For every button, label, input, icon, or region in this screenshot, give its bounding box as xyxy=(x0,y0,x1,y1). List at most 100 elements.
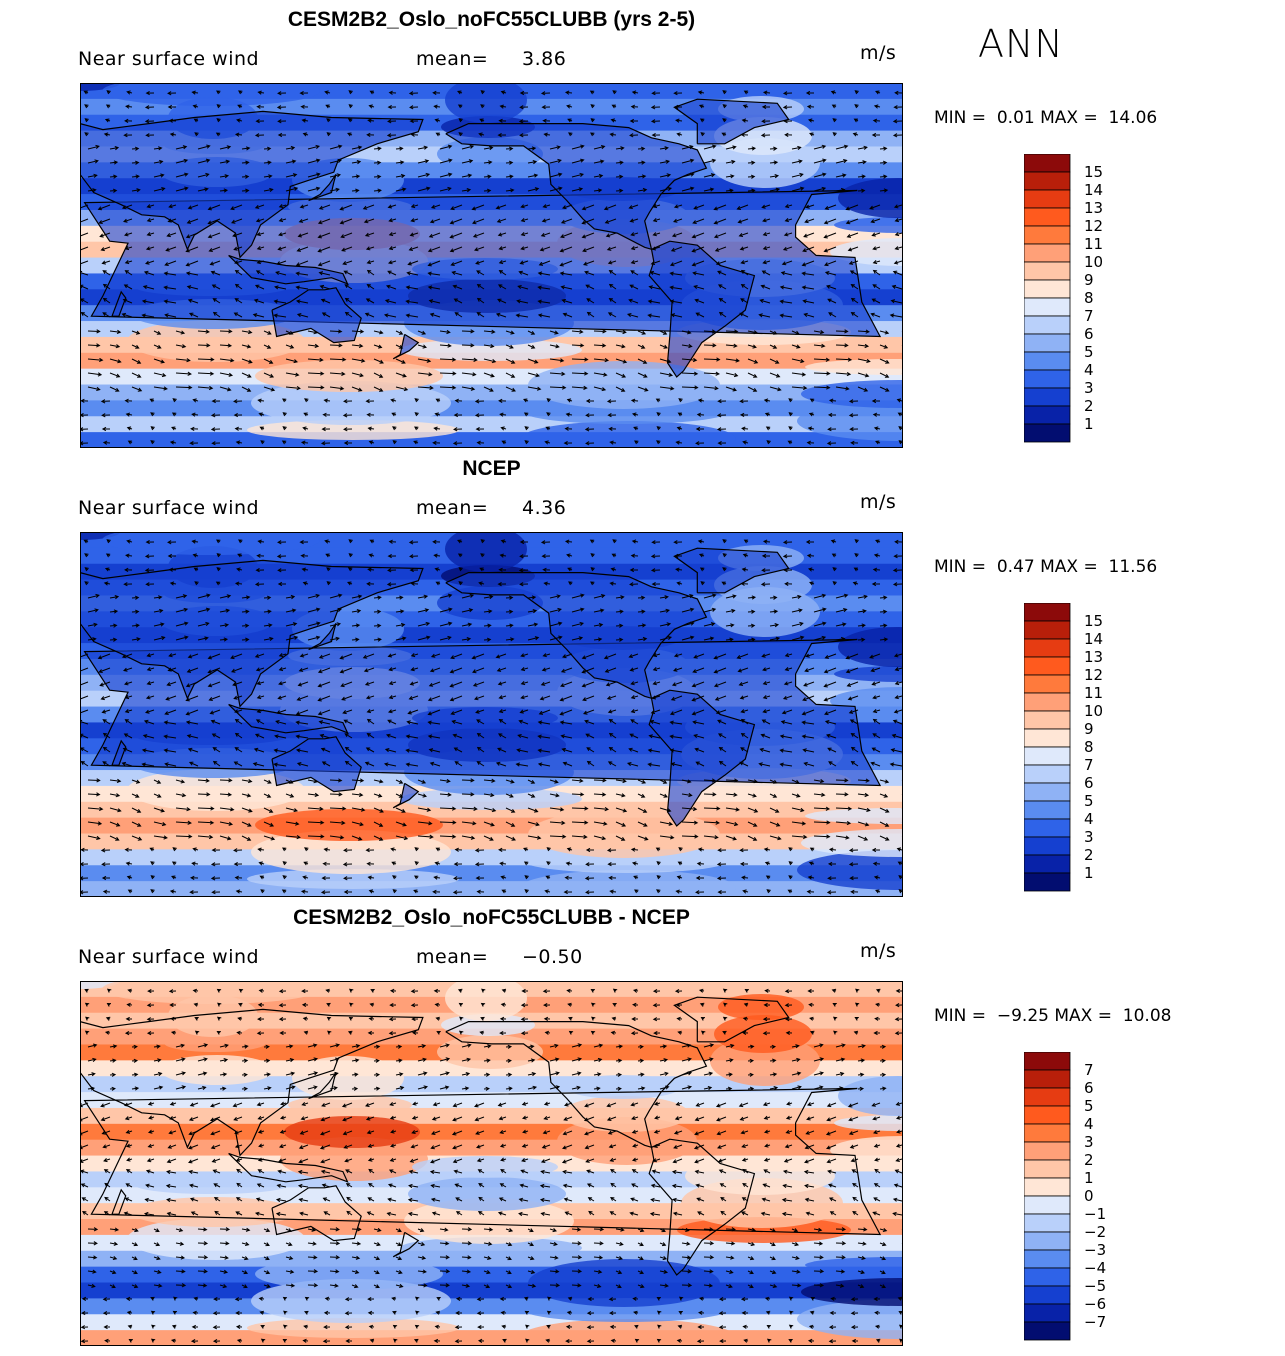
wind-arrow xyxy=(322,1339,331,1344)
wind-arrow xyxy=(806,440,815,445)
wind-arrow xyxy=(809,1016,815,1021)
wind-arrow xyxy=(101,426,110,432)
wind-arrow xyxy=(542,204,551,209)
wind-arrow xyxy=(827,427,837,432)
wind-arrow xyxy=(391,1296,397,1301)
wind-arrow xyxy=(193,1002,199,1007)
field-patch xyxy=(247,869,459,889)
colorbar-swatch xyxy=(1024,692,1071,712)
wind-arrow xyxy=(153,187,166,192)
wind-arrow xyxy=(593,1086,601,1091)
wind-arrow xyxy=(762,1016,771,1022)
wind-arrow xyxy=(499,1030,507,1036)
wind-arrow xyxy=(629,284,639,290)
wind-arrow xyxy=(109,1086,116,1091)
wind-arrow xyxy=(103,1324,110,1330)
wind-arrow xyxy=(187,747,199,753)
wind-arrow xyxy=(571,158,585,164)
wind-arrow xyxy=(675,1002,683,1008)
wind-arrow xyxy=(769,595,778,600)
wind-arrow xyxy=(197,1227,208,1232)
wind-arrow xyxy=(549,1255,559,1260)
wind-arrow xyxy=(175,1283,187,1288)
wind-arrow xyxy=(874,1168,881,1174)
wind-arrow xyxy=(348,1016,354,1021)
wind-arrow xyxy=(326,1016,332,1021)
wind-arrow xyxy=(219,807,235,812)
wind-arrow xyxy=(610,567,617,572)
wind-arrow xyxy=(471,653,485,660)
wind-arrow xyxy=(387,104,397,110)
wind-arrow xyxy=(364,312,375,318)
wind-arrow xyxy=(295,285,309,290)
wind-arrow xyxy=(743,1002,749,1007)
colorbar-swatch xyxy=(1024,1231,1071,1251)
field-patch xyxy=(838,178,903,218)
wind-arrow xyxy=(81,1197,89,1202)
wind-arrow xyxy=(700,581,705,586)
wind-arrow xyxy=(879,1284,887,1289)
wind-arrow xyxy=(769,821,781,827)
wind-arrow xyxy=(453,747,463,753)
wind-arrow xyxy=(106,539,111,544)
wind-arrow xyxy=(219,1283,228,1289)
wind-arrow xyxy=(694,1130,705,1136)
wind-arrow xyxy=(351,1284,359,1289)
wind-arrow xyxy=(564,1102,573,1107)
wind-arrow xyxy=(141,762,155,767)
wind-arrow xyxy=(233,695,243,700)
field-band xyxy=(80,432,903,448)
wind-arrow xyxy=(457,90,463,95)
wind-arrow xyxy=(388,681,397,686)
wind-arrow xyxy=(346,1196,353,1202)
wind-arrow xyxy=(784,581,793,587)
wind-arrow xyxy=(779,285,793,290)
wind-arrow xyxy=(461,1255,472,1260)
colorbar-swatch xyxy=(1024,315,1071,335)
wind-arrow xyxy=(274,734,287,739)
wind-arrow xyxy=(351,821,364,827)
wind-arrow xyxy=(537,313,551,318)
wind-arrow xyxy=(175,385,193,390)
wind-arrow xyxy=(791,1228,799,1233)
wind-arrow xyxy=(629,667,639,672)
wind-arrow xyxy=(341,246,353,252)
wind-arrow xyxy=(744,988,749,993)
wind-arrow xyxy=(547,1296,552,1301)
wind-arrow xyxy=(498,719,507,725)
wind-arrow xyxy=(307,186,321,192)
wind-arrow xyxy=(109,1255,118,1260)
wind-arrow xyxy=(277,540,287,545)
wind-arrow xyxy=(559,695,573,702)
wind-arrow xyxy=(673,540,683,545)
wind-arrow xyxy=(634,889,639,894)
wind-arrow xyxy=(857,160,867,165)
wind-arrow xyxy=(761,568,771,573)
wind-arrow xyxy=(848,709,859,714)
wind-arrow xyxy=(659,608,671,613)
wind-arrow xyxy=(329,1086,338,1091)
wind-arrow xyxy=(785,1016,793,1022)
wind-arrow xyxy=(131,807,142,813)
wind-arrow xyxy=(153,835,168,840)
wind-arrow xyxy=(763,398,771,403)
wind-arrow xyxy=(285,159,297,164)
wind-arrow xyxy=(303,1324,309,1329)
wind-arrow xyxy=(307,330,319,335)
wind-arrow xyxy=(80,232,89,237)
wind-arrow xyxy=(545,1338,551,1343)
wind-arrow xyxy=(637,160,646,165)
colorbar-tick-label: 8 xyxy=(1084,738,1094,756)
wind-arrow xyxy=(669,271,683,276)
wind-arrow xyxy=(150,412,155,417)
wind-arrow xyxy=(475,709,485,714)
colorbar-swatch xyxy=(1024,710,1071,730)
wind-arrow xyxy=(373,623,382,628)
wind-arrow xyxy=(106,1002,112,1007)
colorbar-tick-label: 1 xyxy=(1084,1169,1094,1187)
wind-arrow xyxy=(302,1016,309,1021)
wind-arrow xyxy=(742,1016,749,1021)
wind-arrow xyxy=(769,330,778,335)
wind-arrow xyxy=(299,653,309,658)
